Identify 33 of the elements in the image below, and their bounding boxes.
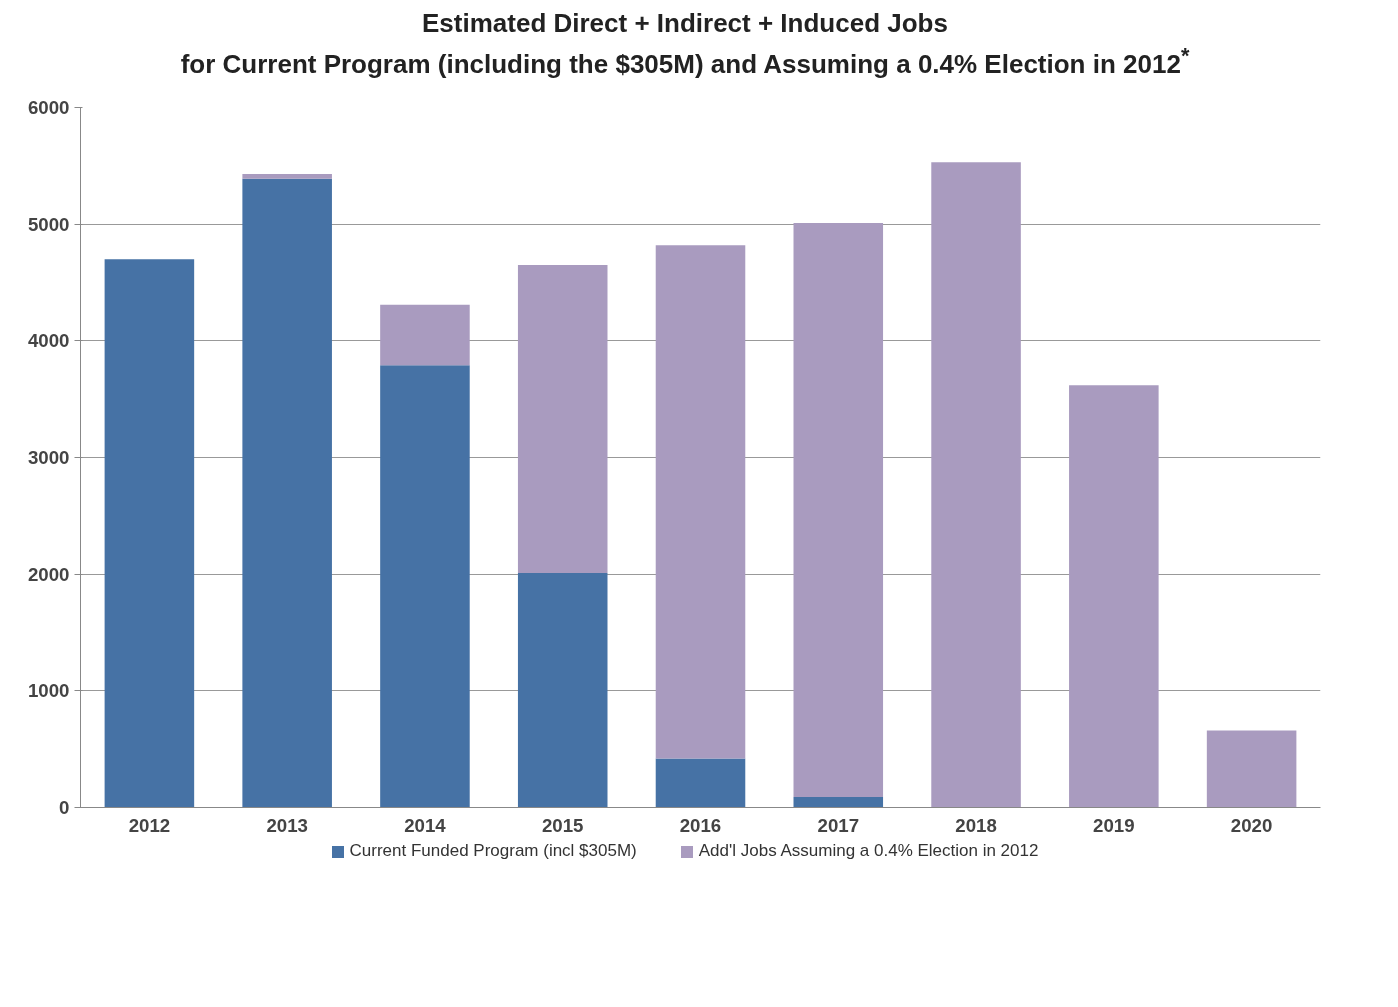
- y-tick-label: 2000: [28, 564, 70, 586]
- bar: [655, 245, 746, 759]
- x-tick-label: 2012: [128, 814, 171, 836]
- chart-title: Estimated Direct + Indirect + Induced Jobs for Current Program (including the $305M) and Assuming a 0.4% Election in 2012$^{*}$: [180, 7, 1190, 82]
- bar: [242, 174, 332, 180]
- bar: [104, 259, 195, 808]
- bar: [655, 758, 746, 808]
- bar: [931, 162, 1021, 808]
- x-tick-label: 2020: [1230, 814, 1273, 836]
- x-tick-label: 2015: [541, 814, 584, 836]
- legend-label: Add'l Jobs Assuming a 0.4% Election in 2012: [698, 841, 1039, 861]
- y-tick-label: 3000: [28, 447, 70, 469]
- bar: [1206, 730, 1297, 808]
- x-tick-label: 2016: [679, 814, 722, 836]
- x-tick-label: 2018: [955, 814, 997, 836]
- x-tick-label: 2017: [817, 814, 860, 836]
- legend-label: Current Funded Program (incl $305M): [349, 841, 637, 861]
- x-tick-label: 2013: [266, 814, 308, 836]
- bar: [242, 179, 332, 808]
- y-tick-label: 5000: [28, 214, 70, 236]
- bar: [793, 223, 884, 798]
- bar: [517, 265, 608, 574]
- y-tick-label: 4000: [28, 330, 70, 352]
- y-tick-label: 0: [59, 797, 70, 819]
- x-tick-label: 2014: [404, 814, 447, 836]
- bar: [380, 365, 470, 808]
- y-tick-label: 6000: [28, 97, 70, 119]
- x-tick-label: 2019: [1093, 814, 1135, 836]
- bar: [517, 573, 608, 808]
- bar: [380, 305, 470, 366]
- bar: [1069, 385, 1159, 808]
- y-tick-label: 1000: [28, 680, 70, 702]
- bar: [793, 797, 884, 808]
